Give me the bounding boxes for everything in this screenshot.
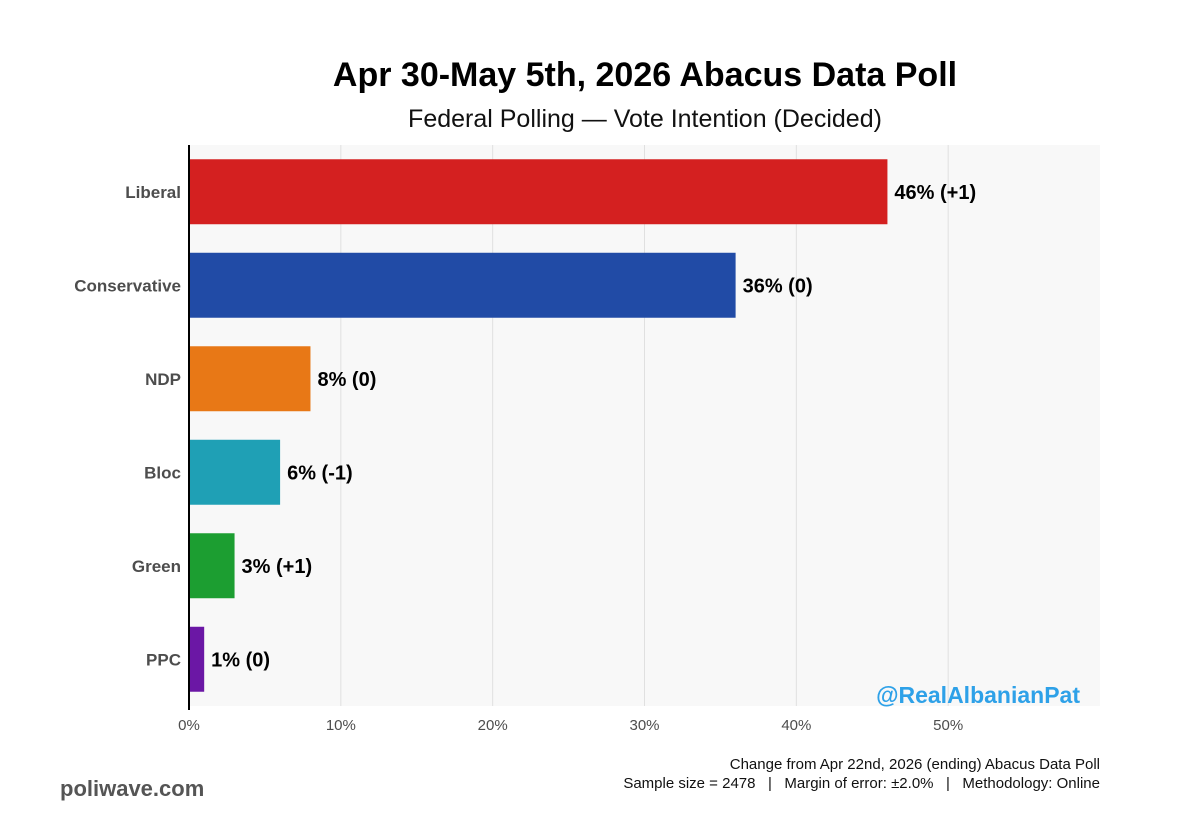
watermark-handle: @RealAlbanianPat	[876, 682, 1080, 708]
sample-line: Sample size = 2478 | Margin of error: ±2…	[623, 775, 1100, 792]
bar-bloc	[189, 439, 281, 505]
category-label: Green	[132, 557, 181, 576]
category-label: Liberal	[125, 183, 181, 202]
data-label: 1% (0)	[211, 649, 270, 671]
bar-liberal	[189, 159, 888, 225]
chart-title: Apr 30-May 5th, 2026 Abacus Data Poll	[332, 56, 958, 94]
x-tick-label: 10%	[326, 717, 356, 734]
category-label: Conservative	[74, 276, 181, 295]
x-tick-label: 40%	[781, 717, 811, 734]
data-label: 8% (0)	[317, 369, 376, 391]
brand-logo-text: poliwave.com	[60, 776, 205, 801]
bar-ppc	[189, 626, 205, 692]
x-tick-label: 0%	[178, 717, 200, 734]
category-label: PPC	[146, 650, 181, 669]
bar-ndp	[189, 346, 311, 412]
x-tick-label: 20%	[478, 717, 508, 734]
x-tick-label: 30%	[629, 717, 659, 734]
bar-green	[189, 533, 235, 599]
data-label: 46% (+1)	[894, 182, 976, 204]
data-label: 6% (-1)	[287, 462, 353, 484]
category-label: NDP	[145, 370, 181, 389]
bar-conservative	[189, 252, 736, 318]
data-label: 3% (+1)	[242, 556, 313, 578]
data-label: 36% (0)	[743, 275, 813, 297]
x-tick-label: 50%	[933, 717, 963, 734]
change-note: Change from Apr 22nd, 2026 (ending) Abac…	[729, 756, 1100, 773]
chart-subtitle: Federal Polling — Vote Intention (Decide…	[408, 105, 882, 133]
category-label: Bloc	[144, 463, 181, 482]
source-note: Change from Apr 22nd, 2026 (ending) Abac…	[623, 755, 1100, 793]
